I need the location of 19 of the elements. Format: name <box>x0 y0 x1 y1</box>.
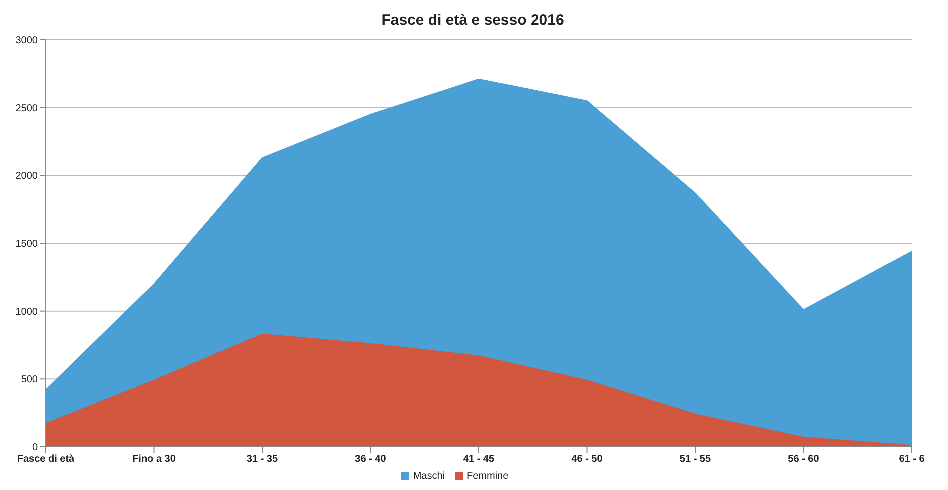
x-tick-label: 41 - 45 <box>463 454 495 466</box>
chart-title: Fasce di età e sesso 2016 <box>380 11 566 31</box>
x-tick-label: 56 - 60 <box>788 454 820 466</box>
legend-label: Maschi <box>413 471 445 482</box>
x-tick-label: 51 - 55 <box>680 454 712 466</box>
x-tick-label: Fino a 30 <box>132 454 176 466</box>
y-tick-label: 0 <box>32 442 38 454</box>
legend-label: Femmine <box>467 471 509 482</box>
x-tick-label: 31 - 35 <box>246 454 278 466</box>
x-tick-label: Fasce di età <box>17 454 76 466</box>
y-tick-label: 2000 <box>16 171 38 182</box>
y-tick-label: 1500 <box>16 239 38 250</box>
y-tick-label: 2500 <box>16 103 38 114</box>
x-tick-label: 46 - 50 <box>572 454 604 466</box>
y-tick-label: 3000 <box>16 36 38 47</box>
x-tick-label: 61 - 6 <box>899 454 926 466</box>
y-tick-label: 1000 <box>16 306 38 318</box>
y-tick-label: 500 <box>21 374 38 386</box>
x-tick-label: 36 - 40 <box>355 454 387 466</box>
